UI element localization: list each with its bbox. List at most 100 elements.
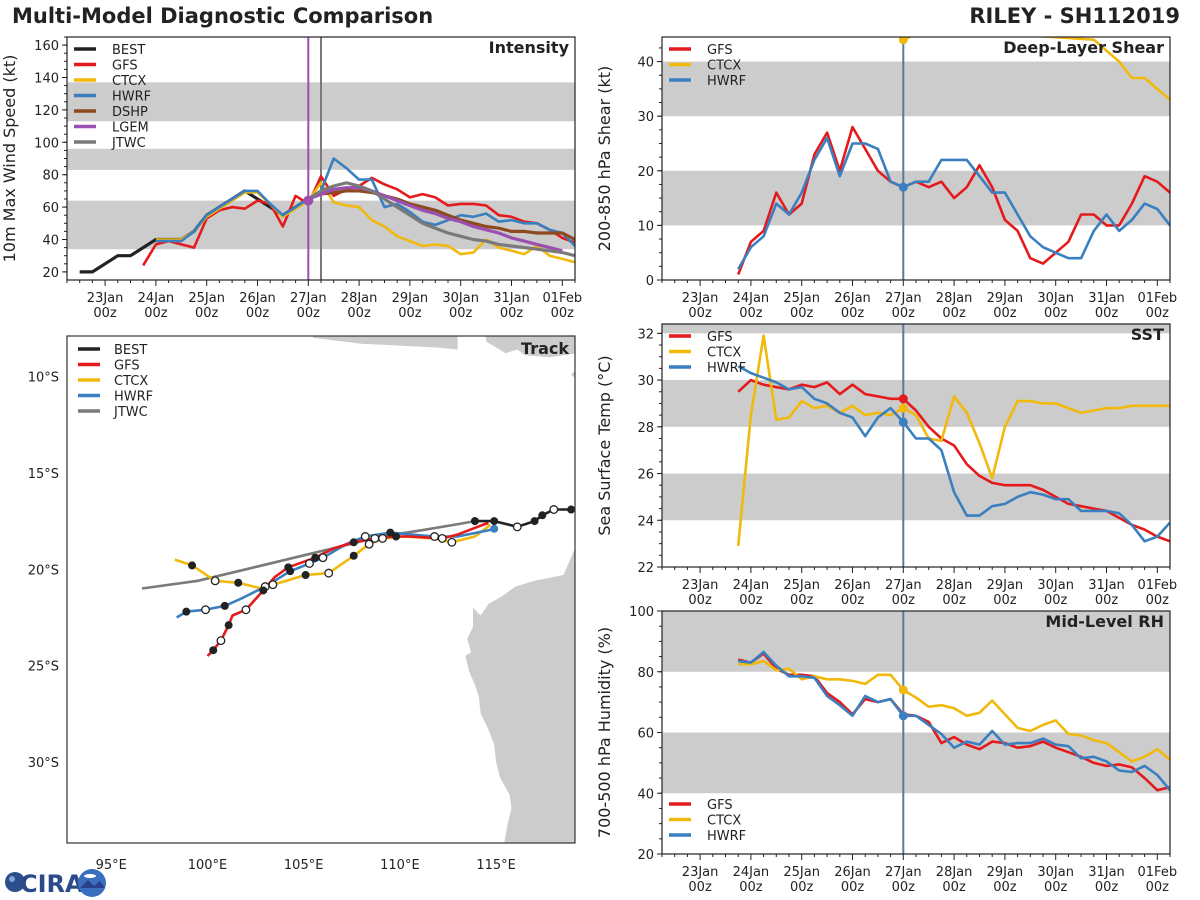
shaded-band <box>662 732 1170 794</box>
init-marker-gfs <box>898 394 908 404</box>
series-group <box>737 650 1170 792</box>
x-tick-date: 24Jan <box>733 578 770 593</box>
x-tick-date: 31Jan <box>1088 291 1125 306</box>
x-tick-hour: 00z <box>841 593 865 608</box>
x-tick-date: 28Jan <box>936 865 973 880</box>
init-marker-hwrf <box>898 417 908 427</box>
track-point-filled <box>392 532 401 541</box>
track-point-open <box>210 576 220 586</box>
track-point-open <box>512 522 522 532</box>
x-tick-date: 26Jan <box>834 291 871 306</box>
x-tick-hour: 00z <box>449 306 473 321</box>
legend-label-hwrf: HWRF <box>707 74 746 89</box>
island-landmass <box>313 336 458 350</box>
x-tick-date: 26Jan <box>834 578 871 593</box>
x-tick-hour: 00z <box>993 593 1017 608</box>
x-tick-date: 01Feb <box>543 291 583 306</box>
y-axis-label: Sea Surface Temp (°C) <box>595 355 614 535</box>
legend-label-ctcx: CTCX <box>707 814 741 829</box>
x-tick-hour: 00z <box>93 306 117 321</box>
track-point-open <box>324 568 334 578</box>
x-tick-date: 30Jan <box>442 291 479 306</box>
series-line-jtwc <box>307 181 575 258</box>
track-point-filled <box>490 524 499 533</box>
x-tick-hour: 00z <box>1146 593 1170 608</box>
y-tick-label: 30 <box>637 110 654 125</box>
legend-label-best: BEST <box>112 43 145 58</box>
x-tick-date: 24Jan <box>733 865 770 880</box>
island-landmass <box>571 370 575 379</box>
chart-shear: 01020304023Jan00z24Jan00z25Jan00z26Jan00… <box>595 36 1177 321</box>
track-point-filled <box>234 578 243 587</box>
x-tick-date: 31Jan <box>1088 865 1125 880</box>
x-tick-hour: 00z <box>551 306 575 321</box>
x-tick-hour: 00z <box>688 880 712 895</box>
x-tick-hour: 00z <box>1044 880 1068 895</box>
x-tick-date: 27Jan <box>290 291 327 306</box>
x-tick-date: 25Jan <box>783 291 820 306</box>
x-tick-date: 28Jan <box>341 291 378 306</box>
legend-label-gfs: GFS <box>112 59 138 74</box>
x-tick-date: 25Jan <box>783 865 820 880</box>
track-point-open <box>364 539 374 549</box>
shaded-band <box>662 61 1170 117</box>
y-tick-label: 20 <box>42 266 59 281</box>
series-line-hwrf <box>737 364 1170 543</box>
x-tick-hour: 00z <box>790 880 814 895</box>
panel-title: Intensity <box>489 38 570 57</box>
track-point-filled <box>349 551 358 560</box>
y-tick-label: 22 <box>637 561 654 576</box>
x-tick-date: 01Feb <box>1138 578 1178 593</box>
x-tick-hour: 00z <box>993 880 1017 895</box>
x-tick-hour: 00z <box>1044 306 1068 321</box>
init-marker-hwrf <box>898 182 908 192</box>
y-tick-label: 28 <box>637 421 654 436</box>
track-point-filled <box>386 528 395 537</box>
track-point-open <box>447 537 457 547</box>
x-tick-hour: 00z <box>688 593 712 608</box>
globe-highlight <box>9 876 15 882</box>
legend-label-hwrf: HWRF <box>707 361 746 376</box>
legend-label-ctcx: CTCX <box>112 74 146 89</box>
legend-label-gfs: GFS <box>707 798 733 813</box>
legend-label-hwrf: HWRF <box>707 829 746 844</box>
x-tick-date: 30Jan <box>1037 291 1074 306</box>
track-point-open <box>201 605 210 615</box>
main-title: Multi-Model Diagnostic Comparison <box>12 4 434 28</box>
legend-label-ctcx: CTCX <box>114 374 148 389</box>
track-point-open <box>370 533 380 543</box>
init-marker-ctcx <box>898 37 908 45</box>
y-tick-label: 40 <box>637 56 654 71</box>
x-tick-hour: 00z <box>892 593 916 608</box>
track-point-filled <box>567 505 575 514</box>
series-line-lgem <box>307 186 563 253</box>
track-point-filled <box>284 563 293 572</box>
track-point-filled <box>301 571 310 580</box>
y-tick-label: 30 <box>637 374 654 389</box>
ramm-badge-icon <box>78 869 106 897</box>
x-tick-hour: 00z <box>398 306 422 321</box>
series-line-hwrf <box>738 650 1170 792</box>
x-tick-date: 29Jan <box>987 291 1024 306</box>
mountain-shape <box>80 880 105 888</box>
y-tick-label: 26 <box>637 468 654 483</box>
x-tick-hour: 00z <box>892 306 916 321</box>
x-tick-date: 01Feb <box>1138 865 1178 880</box>
track-point-open <box>378 533 388 543</box>
lat-tick-label: 10°S <box>28 370 59 385</box>
y-tick-label: 80 <box>42 169 59 184</box>
x-tick-date: 24Jan <box>138 291 175 306</box>
x-tick-date: 30Jan <box>1037 865 1074 880</box>
x-tick-hour: 00z <box>1044 593 1068 608</box>
x-tick-hour: 00z <box>144 306 168 321</box>
series-group <box>736 37 1170 275</box>
panel-title: Deep-Layer Shear <box>1003 38 1164 57</box>
x-tick-hour: 00z <box>1146 306 1170 321</box>
shaded-band <box>662 380 1170 427</box>
y-tick-label: 24 <box>637 514 654 529</box>
y-axis-label: 10m Max Wind Speed (kt) <box>0 55 19 263</box>
x-tick-date: 24Jan <box>733 291 770 306</box>
track-point-filled <box>490 517 499 526</box>
legend-label-lgem: LGEM <box>112 121 149 136</box>
init-marker-hwrf <box>898 711 908 721</box>
